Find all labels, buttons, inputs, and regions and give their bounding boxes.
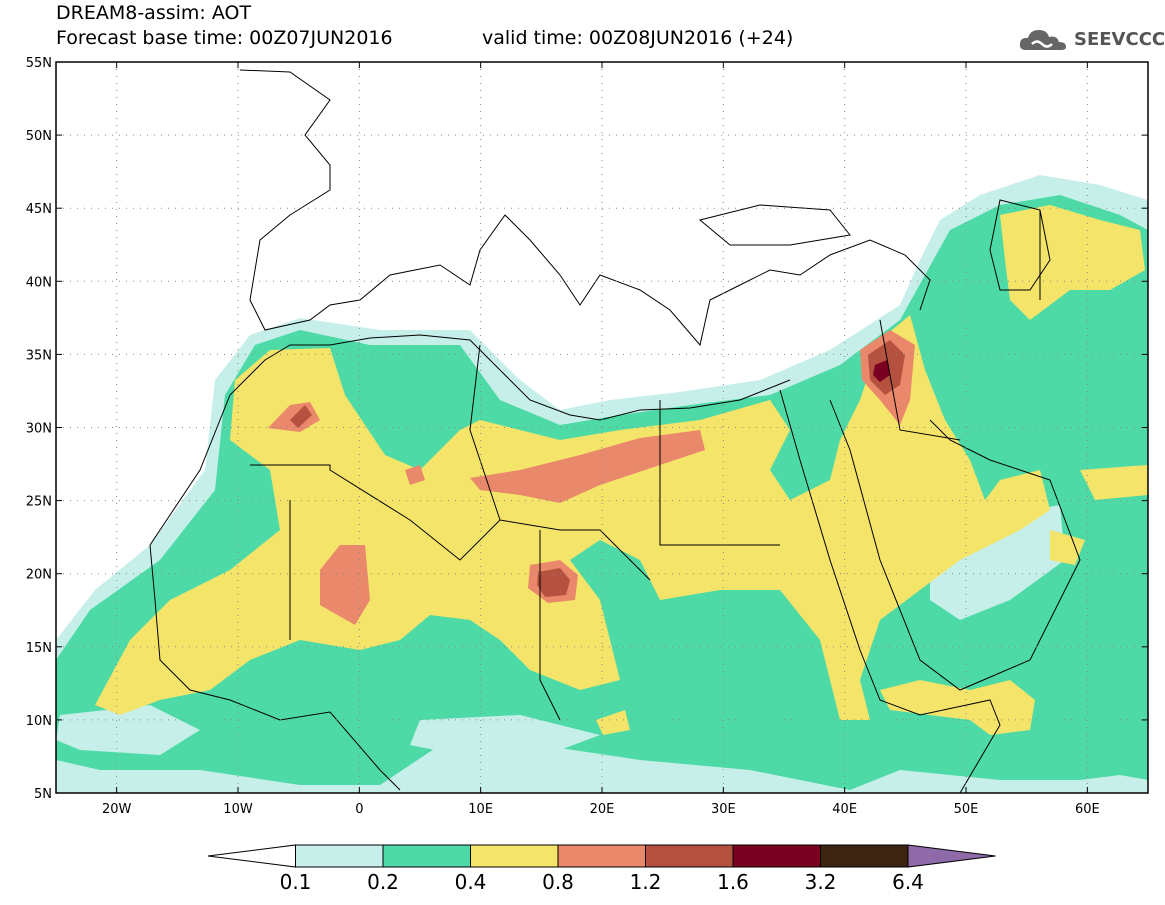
- legend-swatch: [820, 844, 909, 868]
- lat-label: 5N: [34, 787, 52, 802]
- legend-swatch: [470, 844, 559, 868]
- aot-band-0.8: [470, 430, 705, 503]
- valid-time: valid time: 00Z08JUN2016 (+24): [482, 27, 794, 49]
- aot-patch-0.4: [880, 680, 1035, 735]
- lon-label: 60E: [1075, 802, 1100, 817]
- legend-arrow-high: [907, 844, 996, 868]
- border: [539, 530, 561, 721]
- lon-label: 10W: [223, 802, 253, 817]
- aot-band-0.8: [320, 545, 370, 625]
- lon-label: 30E: [711, 802, 736, 817]
- legend-swatch: [295, 844, 384, 868]
- lat-label: 40N: [26, 275, 52, 290]
- aot-band-1.6: [873, 360, 890, 382]
- lon-label: 40E: [832, 802, 857, 817]
- aot-patch-0.1: [56, 705, 200, 755]
- coastline-black-sea: [698, 204, 851, 246]
- lat-label: 35N: [26, 348, 52, 363]
- lat-label: 20N: [26, 568, 52, 583]
- aot-patch-1.2: [290, 405, 312, 428]
- lon-label: 10E: [468, 802, 493, 817]
- lat-label: 15N: [26, 641, 52, 656]
- aot-patch-0.8: [405, 465, 425, 485]
- legend-label: 0.4: [455, 870, 487, 894]
- aot-patch-0.4: [596, 710, 630, 735]
- lon-label: 0: [355, 802, 363, 817]
- aot-patch-0.4: [1000, 205, 1145, 320]
- logo-text: SEEVCCC: [1074, 28, 1165, 50]
- lon-label: 50E: [954, 802, 979, 817]
- legend-label: 3.2: [805, 870, 837, 894]
- lon-label: 20E: [590, 802, 615, 817]
- lon-label: 20W: [102, 802, 132, 817]
- legend-arrow-low: [207, 844, 296, 868]
- legend-label: 1.6: [717, 870, 749, 894]
- graticule: [56, 62, 1148, 793]
- aot-patch-0.4: [1080, 465, 1148, 500]
- coastline-africa-north: [149, 334, 791, 546]
- legend-swatch: [382, 844, 471, 868]
- legend-label: 6.4: [892, 870, 924, 894]
- lat-label: 55N: [26, 56, 52, 71]
- seevccc-logo: SEEVCCC: [1018, 24, 1165, 54]
- aot-band-0.4: [95, 315, 1050, 720]
- cloud-logo-icon: [1019, 30, 1066, 50]
- coastline-africa-west: [149, 544, 401, 791]
- axis-ticks: 55N 50N 45N 40N 35N 30N 25N 20N 15N 10N 5N 20W 10W 0 1…: [26, 56, 1148, 817]
- map-title: DREAM8-assim: AOT: [56, 2, 252, 24]
- aot-patch-0.1: [410, 715, 600, 755]
- legend-swatch: [732, 844, 821, 868]
- legend-swatch: [645, 844, 734, 868]
- forecast-base-time: Forecast base time: 00Z07JUN2016: [56, 27, 393, 49]
- lat-label: 30N: [26, 422, 52, 437]
- border: [250, 464, 651, 581]
- legend-label: 0.2: [367, 870, 399, 894]
- coastlines: [149, 69, 1081, 793]
- aot-patch-0.4: [1050, 530, 1085, 565]
- lat-label: 25N: [26, 495, 52, 510]
- legend-swatch: [557, 844, 646, 868]
- coastline-europe: [239, 69, 931, 347]
- color-legend: 0.1 0.2 0.4 0.8 1.2 1.6 3.2 6.4: [207, 844, 996, 894]
- coastline-red-sea: [779, 389, 1001, 793]
- legend-label: 0.1: [280, 870, 312, 894]
- legend-label: 1.2: [630, 870, 662, 894]
- lat-label: 50N: [26, 129, 52, 144]
- coastline-arabia: [829, 399, 1081, 691]
- lat-label: 10N: [26, 714, 52, 729]
- border: [879, 319, 961, 441]
- border: [659, 400, 780, 546]
- legend-label: 0.8: [542, 870, 574, 894]
- aot-band-1.2: [537, 568, 570, 597]
- aot-field: [56, 175, 1148, 793]
- lat-label: 45N: [26, 202, 52, 217]
- border: [469, 344, 501, 521]
